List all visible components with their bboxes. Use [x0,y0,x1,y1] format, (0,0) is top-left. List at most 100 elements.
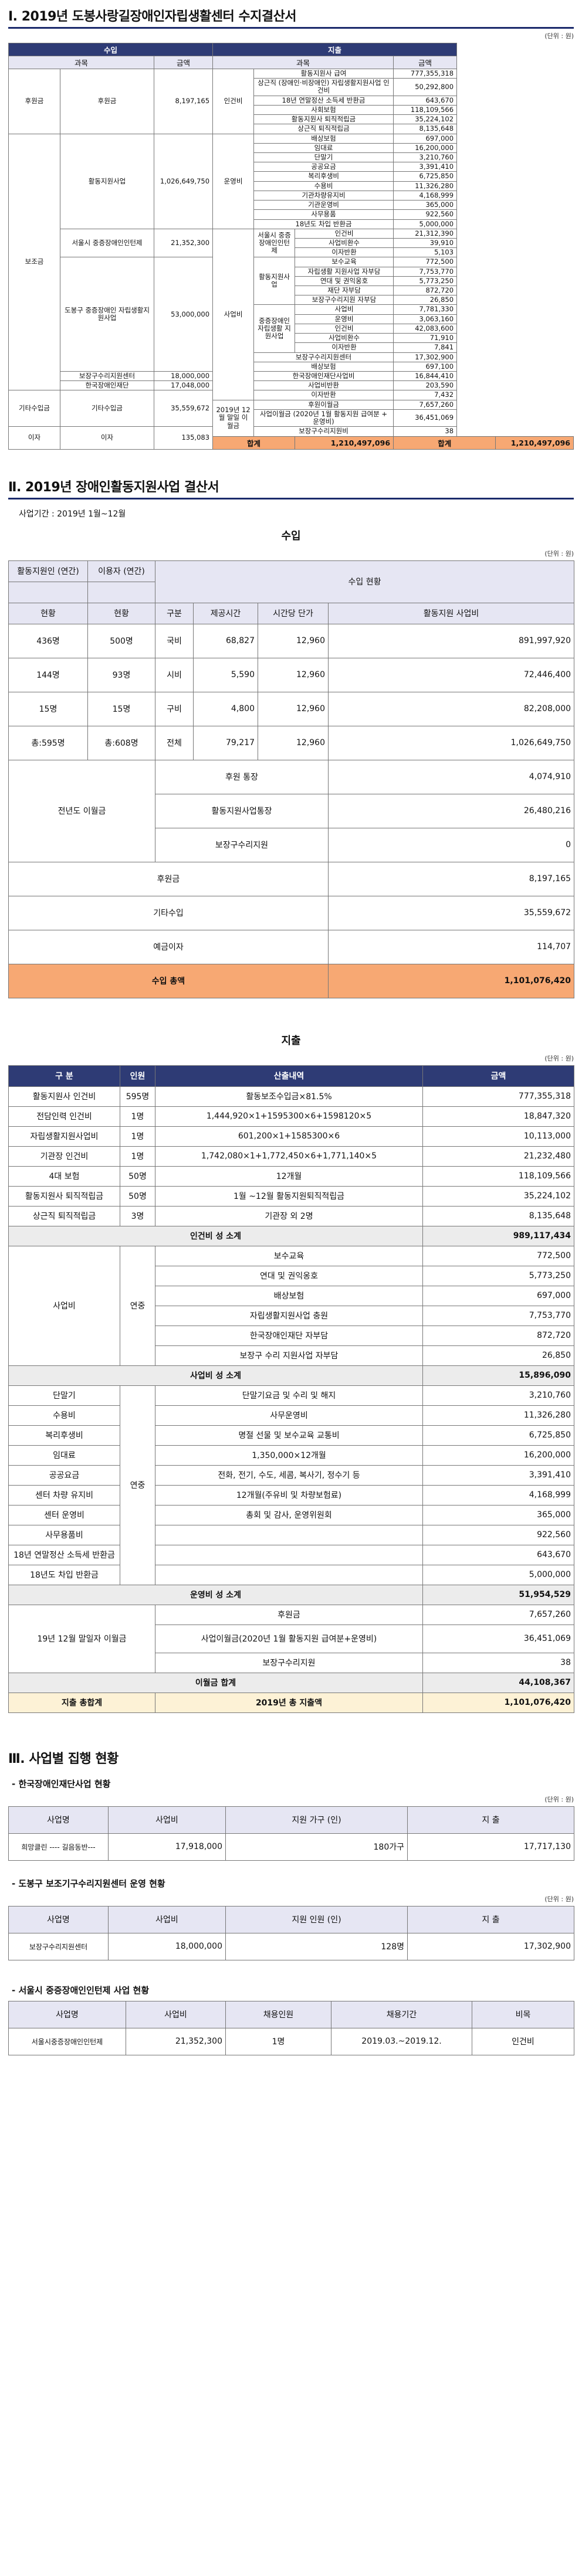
cell: 135,083 [153,426,214,450]
cell: 자립생활지원사업 충원 [155,1305,423,1326]
cell: 7,432 [393,390,458,400]
table-row: 수입 총액 1,101,076,420 [8,963,575,998]
cell: 이자 [60,426,154,450]
col-header: 사업명 [8,2000,126,2028]
activity-income-table: 활동지원인 (연간) 이용자 (연간) 수입 현황 현황 현황 구분 제공시간 시간당 단가 활… [8,560,575,998]
cell: 활동지원인 (연간) [8,560,88,582]
cell: 인건비 [295,323,394,334]
col-header: 지원 가구 (인) [225,1806,408,1834]
cell: 배상보험 [253,133,394,144]
table-row: 사업비환수 71,910 [9,333,574,344]
cell: 단말기 [8,1385,120,1406]
cell: 643,670 [393,95,458,106]
table-row: 기관운영비 365,000 [9,200,574,210]
income-subtitle: 수입 [281,529,301,542]
table-row: 총:595명 총:608명 전체 79,217 12,960 1,026,649,750 [8,725,575,760]
grand-total-label: 지출 총합계 [8,1692,155,1713]
unit-label: (단위 : 원) [544,1795,574,1803]
table-row: 구 분 인원 산출내역 금액 [8,1065,574,1087]
table-row: 2019년 12월 말일 이월금 후원이월금 7,657,260 [9,399,574,437]
cell: 4,074,910 [327,759,575,794]
col-header: 비목 [472,2000,574,2028]
cell: 활동지원사업 [253,257,296,305]
cell: 4,800 [193,691,258,726]
cell: 연대 및 권익옹호 [295,276,394,287]
cell: 72,446,400 [327,657,575,692]
col-header: 구 분 [8,1065,120,1087]
table-row: 현황 현황 구분 제공시간 시간당 단가 활동지원 사업비 [8,602,575,624]
cell: 보장구수리지원센터 [253,352,394,362]
table-row: 4대 보험 50명 12개월 118,109,566 [8,1165,574,1187]
unit-label: (단위 : 원) [544,549,574,558]
cell: 772,500 [422,1245,574,1266]
cell: 전년도 이월금 [8,759,155,862]
cell: 센터 운영비 [8,1504,120,1525]
cell: 사업이월금 (2020년 1월 활동지원 급여분 + 운영비) [253,409,394,427]
cell: 사업비반환 [253,380,394,391]
cell: 인건비 [212,69,255,134]
table-row: 15명 15명 구비 4,800 12,960 82,208,000 [8,691,575,726]
cell: 1,026,649,750 [153,133,214,229]
cell: 한국장애인재단 자부담 [155,1325,423,1346]
cell: 53,000,000 [153,257,214,372]
col-header: 인원 [120,1065,155,1087]
cell: 21,232,480 [422,1146,574,1167]
table-row: 전담인력 인건비 1명 1,444,920×1+1595300×6+1598120×… [8,1106,574,1127]
table-row: 19년 12월 말일자 이월금 후원금 7,657,260 [8,1604,574,1673]
cell: 16,200,000 [422,1445,574,1466]
cell: 19년 12월 말일자 이월금 [8,1604,155,1673]
cell: 자립생활 지원사업 자부담 [295,266,394,277]
cell: 1명 [225,2027,331,2055]
col-header: 지 출 [407,1806,574,1834]
cell: 1명 [120,1126,155,1147]
table-row: 센터 운영비 총회 및 감사, 운영위원회 365,000 [8,1504,574,1525]
cell: 3,210,760 [393,152,458,163]
table-row: 예금이자 114,707 [8,929,575,964]
cell: 6,725,850 [422,1425,574,1446]
cell: 임대료 [253,142,394,153]
cell: 872,720 [393,286,458,296]
cell: 144명 [8,657,88,692]
table-row: 공공요금 전화, 전기, 수도, 세콤, 복사기, 정수기 등 3,391,410 [8,1464,574,1486]
seoul-intern-table: 사업명 사업비 채용인원 채용기간 비목 서울시중증장애인인턴제 21,352,… [8,2000,574,2055]
cell: 보장구 수리 지원사업 자부담 [155,1345,423,1366]
cell: 15명 [87,691,155,726]
table-row: 보장구수리지원 0 [9,827,575,862]
header-income: 수입 [8,43,214,56]
table-row: 사업비환수 39,910 [9,237,574,249]
cell: 26,480,216 [327,793,575,828]
cell: 서울시 중증장애인인턴제 [253,228,296,258]
cell: 7,781,330 [393,304,458,315]
cell: 1명 [120,1106,155,1127]
table-row: 이자반환 7,841 [9,342,574,353]
cell: 이자반환 [253,390,394,400]
cell: 사업비 [8,1245,120,1366]
cell: 운영비 [295,314,394,324]
cell: 7,657,260 [422,1604,574,1625]
cell: 후원금 [8,861,329,896]
table-row: 기타수입 35,559,672 [8,895,575,930]
table-row: 합계 1,210,497,096 합계 1,210,497,096 [9,436,574,450]
cell: 후원 통장 [155,759,329,794]
cell: 51,954,529 [422,1584,574,1605]
cell: 보수교육 [295,257,394,267]
table-row: 상근직 퇴직적립금 8,135,648 [9,124,574,134]
cell: 8,197,165 [327,861,575,896]
cell [87,581,155,603]
cell: 891,997,920 [327,623,575,658]
table-row: 사업비 성 소계 15,896,090 [8,1365,574,1386]
title-underline [8,497,574,499]
table-row: 복리후생비 명절 선물 및 보수교육 교통비 6,725,850 [8,1425,574,1446]
cell: 중증장애인 자립생활 지원사업 [253,304,296,353]
table-row: 공공요금 3,391,410 [9,162,574,172]
cell: 7,657,260 [393,399,458,410]
cell: 18,000,000 [153,371,214,382]
cell: 보장구수리지원 [155,1652,423,1673]
cell: 국비 [155,623,194,658]
cell: 후원금 [60,69,154,134]
cell: 사업비 [212,228,255,400]
cell: 보수교육 [155,1245,423,1266]
cell: 단말기요금 및 수리 및 해지 [155,1385,423,1406]
cell: 서울시 중증장애인인턴제 [60,228,154,258]
cell: 기타수입금 [8,390,60,427]
